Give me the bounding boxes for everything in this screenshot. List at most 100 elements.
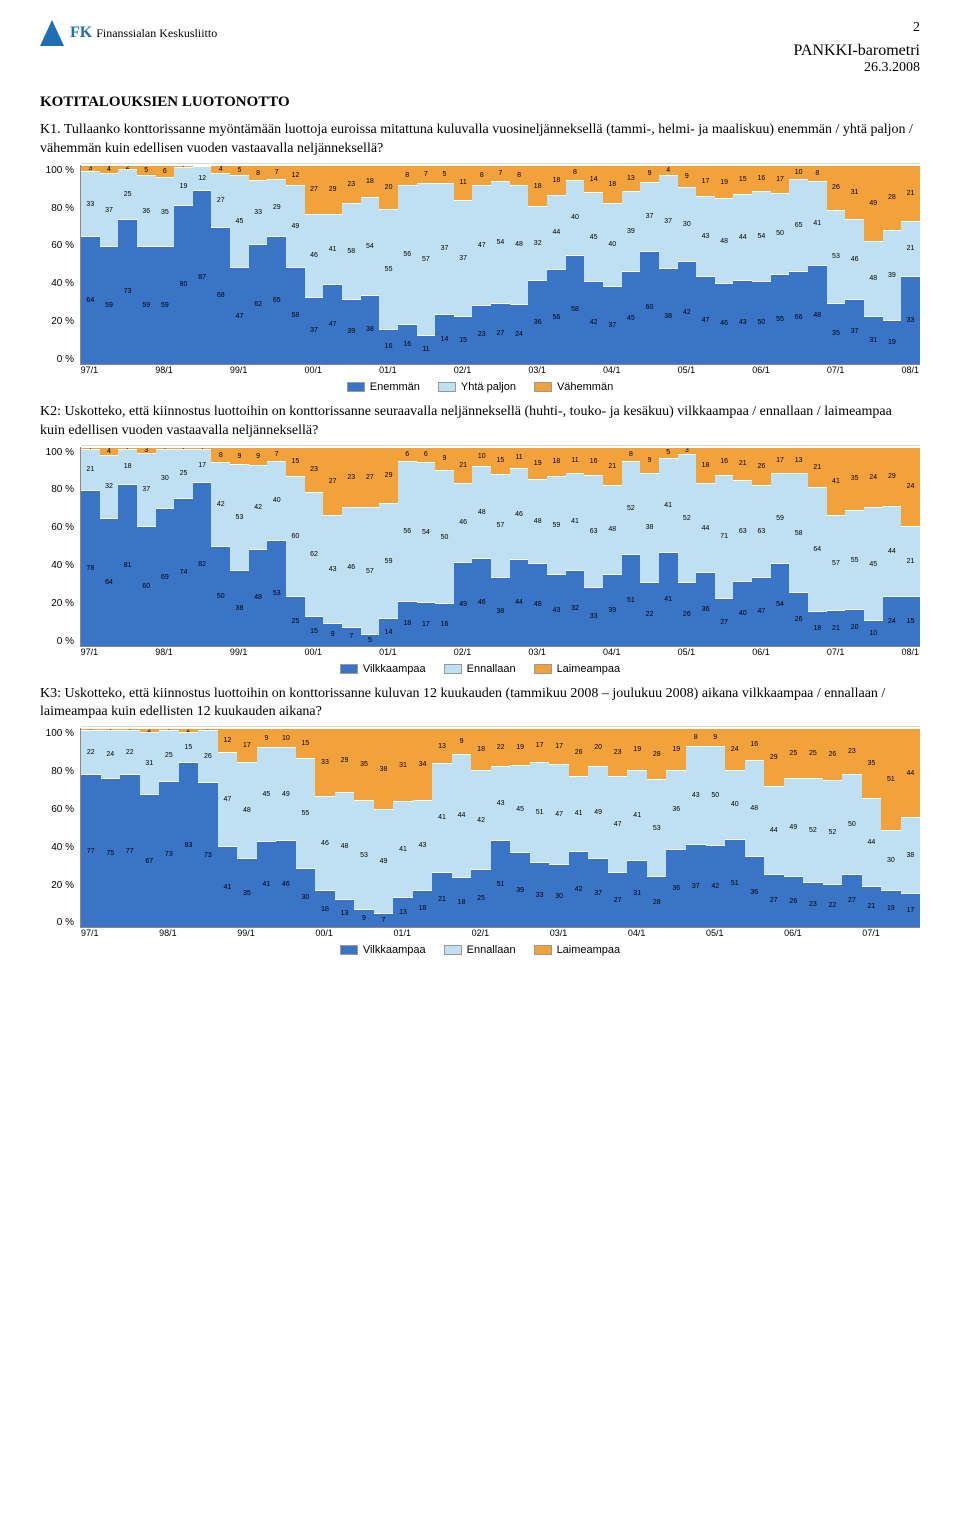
x-tick xyxy=(568,928,588,938)
seg-vähemmän: 4 xyxy=(211,165,230,173)
x-tick xyxy=(770,365,789,375)
seg-vähemmän: 15 xyxy=(733,165,752,194)
seg-enemmän: 41 xyxy=(257,841,277,927)
seg-yhtä: 37 xyxy=(137,453,156,527)
seg-yhtä: 33 xyxy=(81,171,100,237)
seg-vähemmän: 19 xyxy=(510,728,530,765)
seg-vähemmän: 16 xyxy=(752,165,771,192)
seg-vähemmän: 31 xyxy=(393,728,413,801)
bar-column: 54141 xyxy=(659,447,678,646)
seg-enemmän: 22 xyxy=(640,582,659,645)
section-title: KOTITALOUKSIEN LUOTONOTTO xyxy=(40,94,920,111)
seg-yhtä: 48 xyxy=(472,466,491,558)
bar-column: 33364 xyxy=(81,165,100,364)
seg-enemmän: 46 xyxy=(472,558,491,646)
x-tick xyxy=(900,928,920,938)
seg-yhtä: 63 xyxy=(584,475,603,587)
bar-column: 183236 xyxy=(528,165,547,364)
seg-yhtä: 18 xyxy=(118,449,137,485)
seg-vähemmän: 9 xyxy=(257,728,277,747)
x-tick xyxy=(714,365,733,375)
bar-column: 185438 xyxy=(361,165,380,364)
seg-yhtä: 25 xyxy=(174,449,193,499)
seg-vähemmän: 16 xyxy=(745,728,765,760)
bar-column: 254926 xyxy=(784,728,804,927)
x-tick xyxy=(353,928,373,938)
seg-enemmän: 36 xyxy=(696,572,715,645)
seg-yhtä: 41 xyxy=(323,214,342,284)
seg-vähemmän: 29 xyxy=(764,728,784,786)
seg-enemmän: 16 xyxy=(398,324,417,364)
seg-enemmän: 36 xyxy=(745,856,765,928)
seg-enemmän: 53 xyxy=(267,540,286,645)
seg-vähemmän: 29 xyxy=(883,447,902,506)
seg-vähemmän: 18 xyxy=(528,165,547,207)
x-tick xyxy=(882,647,901,657)
seg-vähemmän: 16 xyxy=(715,447,734,475)
x-tick xyxy=(285,647,304,657)
seg-yhtä: 37 xyxy=(454,200,473,317)
seg-yhtä: 39 xyxy=(622,191,641,271)
seg-enemmän: 14 xyxy=(435,314,454,364)
x-tick: 97/1 xyxy=(80,928,100,938)
seg-vähemmän: 19 xyxy=(666,728,686,770)
seg-vähemmän: 23 xyxy=(342,447,361,507)
bar-column: 174730 xyxy=(549,728,569,927)
seg-yhtä: 52 xyxy=(622,461,641,554)
bar-column: 265222 xyxy=(823,728,843,927)
seg-enemmän: 40 xyxy=(733,581,752,645)
bar-column: 42768 xyxy=(211,165,230,364)
seg-vähemmän: 12 xyxy=(286,165,305,185)
x-tick xyxy=(432,928,452,938)
seg-yhtä: 60 xyxy=(286,476,305,595)
seg-enemmän: 5 xyxy=(361,634,380,645)
seg-vähemmän: 19 xyxy=(715,165,734,198)
seg-yhtä: 47 xyxy=(218,752,238,846)
seg-vähemmän: 13 xyxy=(432,728,452,762)
x-tick: 02/1 xyxy=(453,647,472,657)
chart-k1: 100 %80 %60 %40 %20 %0 %3336443759225735… xyxy=(40,165,920,393)
bar-column: 294427 xyxy=(764,728,784,927)
seg-vähemmän: 41 xyxy=(827,447,846,516)
bar-column: 93042 xyxy=(678,165,697,364)
bar-column: 83362 xyxy=(249,165,268,364)
bar-column: 133945 xyxy=(622,165,641,364)
seg-enemmän: 30 xyxy=(549,864,569,928)
seg-vähemmän: 4 xyxy=(659,165,678,175)
seg-yhtä: 45 xyxy=(864,507,883,620)
seg-enemmän: 39 xyxy=(603,574,622,646)
seg-yhtä: 59 xyxy=(771,473,790,563)
x-tick xyxy=(803,928,823,938)
seg-yhtä: 54 xyxy=(361,197,380,295)
bar-column: 295914 xyxy=(379,447,398,646)
x-tick xyxy=(119,928,139,938)
seg-vähemmän: 7 xyxy=(267,165,286,179)
seg-vähemmän: 16 xyxy=(584,447,603,475)
bar-column: 72965 xyxy=(267,165,286,364)
x-tick xyxy=(360,365,379,375)
seg-yhtä: 44 xyxy=(452,754,472,877)
x-tick: 00/1 xyxy=(314,928,334,938)
x-tick xyxy=(509,647,528,657)
seg-enemmän: 23 xyxy=(472,305,491,364)
x-tick xyxy=(588,928,608,938)
seg-enemmän: 16 xyxy=(435,603,454,645)
bar-column: 84058 xyxy=(566,165,585,364)
seg-enemmän: 50 xyxy=(752,281,771,364)
x-tick xyxy=(658,647,677,657)
page-number: 2 xyxy=(794,20,921,36)
seg-yhtä: 30 xyxy=(678,187,697,261)
bar-column: 01287 xyxy=(193,165,212,364)
seg-vähemmän: 8 xyxy=(566,165,585,180)
bar-column: 22573 xyxy=(118,165,137,364)
seg-yhtä: 38 xyxy=(640,473,659,583)
seg-enemmän: 19 xyxy=(881,890,901,928)
seg-yhtä: 53 xyxy=(354,800,374,909)
seg-vähemmän: 7 xyxy=(491,165,510,181)
x-tick xyxy=(646,928,666,938)
seg-yhtä: 45 xyxy=(510,765,530,852)
x-tick xyxy=(696,365,715,375)
seg-yhtä: 29 xyxy=(267,179,286,236)
x-tick: 02/1 xyxy=(471,928,491,938)
seg-yhtä: 39 xyxy=(883,230,902,320)
